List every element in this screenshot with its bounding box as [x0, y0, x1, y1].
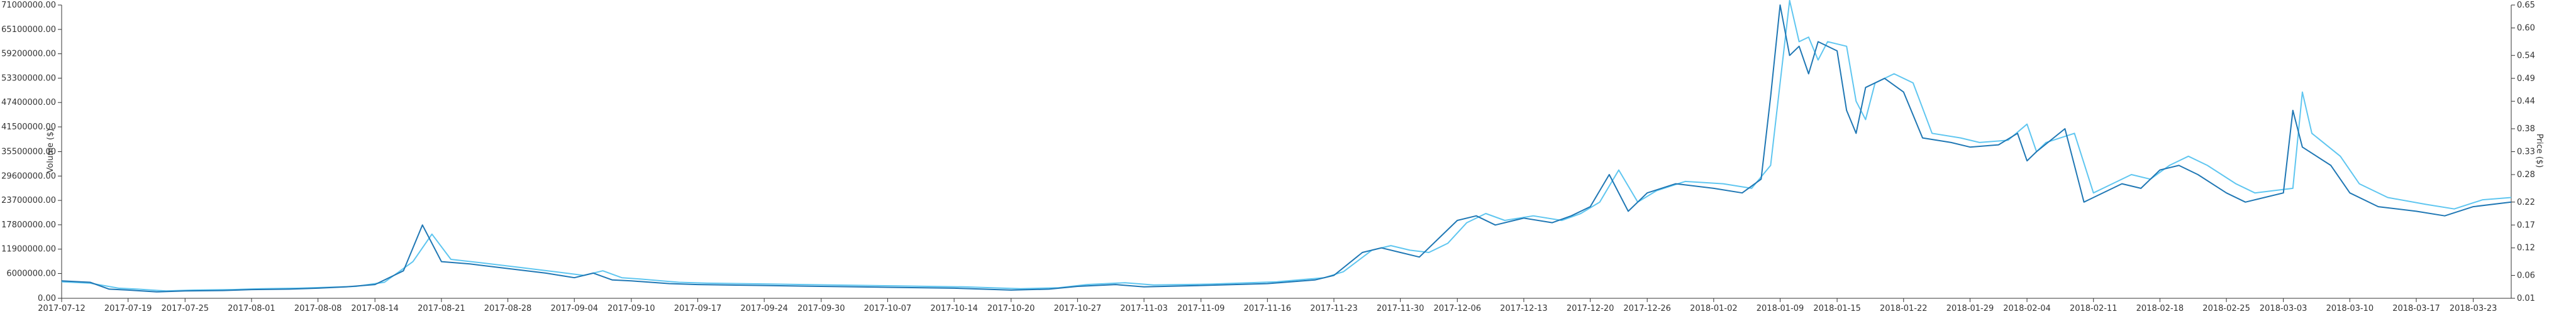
x-tick-label: 2018-03-23	[2450, 304, 2497, 313]
x-tick-label: 2018-03-03	[2260, 304, 2307, 313]
y-right-tick-label: 0.06	[2517, 271, 2535, 281]
x-tick-label: 2017-12-26	[1623, 304, 1671, 313]
x-tick-label: 2018-01-22	[1880, 304, 1928, 313]
x-tick-label: 2017-12-20	[1567, 304, 1614, 313]
x-tick-label: 2018-02-11	[2070, 304, 2118, 313]
x-tick-label: 2017-11-23	[1310, 304, 1358, 313]
x-tick-label: 2017-08-28	[484, 304, 532, 313]
y-left-tick-label: 17800000.00	[1, 220, 56, 230]
x-tick-label: 2017-11-30	[1377, 304, 1424, 313]
y-left-tick-label: 6000000.00	[6, 269, 56, 279]
y-left-tick-label: 47400000.00	[1, 98, 56, 107]
y-right-tick-label: 0.28	[2517, 170, 2535, 180]
y-left-tick-label: 65100000.00	[1, 25, 56, 35]
y-right-tick-label: 0.22	[2517, 198, 2535, 207]
x-tick-label: 2017-12-13	[1500, 304, 1548, 313]
y-left-tick-label: 0.00	[38, 294, 56, 303]
x-tick-label: 2017-08-14	[351, 304, 399, 313]
x-tick-label: 2018-02-25	[2202, 304, 2250, 313]
x-tick-label: 2017-10-27	[1054, 304, 1102, 313]
x-tick-label: 2017-09-17	[674, 304, 722, 313]
x-tick-label: 2017-11-03	[1120, 304, 1168, 313]
x-tick-label: 2017-07-25	[161, 304, 209, 313]
series-layer	[61, 0, 2512, 293]
y-right-tick-label: 0.12	[2517, 244, 2535, 253]
y-right-tick-label: 0.01	[2517, 294, 2535, 303]
y-right-tick-label: 0.44	[2517, 97, 2535, 106]
y-axis-left-label: Volume ($)	[46, 129, 55, 173]
y-right-tick-label: 0.49	[2517, 74, 2535, 84]
y-axis-left-ticks: 0.00 6000000.00 11900000.00 17800000.00 2370…	[1, 1, 62, 303]
x-tick-label: 2017-11-09	[1177, 304, 1225, 313]
y-right-tick-label: 0.17	[2517, 220, 2535, 230]
x-tick-label: 2017-11-16	[1244, 304, 1292, 313]
y-left-tick-label: 71000000.00	[1, 1, 56, 10]
volume-series-line	[61, 0, 2512, 292]
x-tick-label: 2018-03-17	[2392, 304, 2440, 313]
y-left-tick-label: 11900000.00	[1, 245, 56, 254]
x-tick-label: 2018-01-09	[1757, 304, 1804, 313]
x-tick-label: 2017-10-14	[930, 304, 978, 313]
x-tick-label: 2017-07-19	[104, 304, 152, 313]
price-series-line	[61, 4, 2512, 293]
y-left-tick-label: 59200000.00	[1, 50, 56, 59]
x-tick-label: 2017-10-07	[864, 304, 912, 313]
y-right-tick-label: 0.33	[2517, 148, 2535, 157]
y-axis-right-label: Price ($)	[2534, 134, 2544, 168]
y-left-tick-label: 29600000.00	[1, 171, 56, 181]
x-tick-label: 2018-01-02	[1690, 304, 1738, 313]
y-left-tick-label: 53300000.00	[1, 73, 56, 83]
y-right-tick-label: 0.60	[2517, 23, 2535, 33]
x-tick-label: 2018-02-04	[2003, 304, 2051, 313]
x-tick-label: 2017-08-01	[228, 304, 275, 313]
x-tick-label: 2018-01-15	[1813, 304, 1861, 313]
y-left-tick-label: 41500000.00	[1, 122, 56, 132]
x-tick-label: 2017-09-10	[608, 304, 655, 313]
y-axis-right-ticks: 0.01 0.06 0.12 0.17 0.22 0.28 0.33 0.38 0.44 0.49…	[2511, 1, 2535, 303]
y-right-tick-label: 0.65	[2517, 1, 2535, 10]
y-right-tick-label: 0.38	[2517, 124, 2535, 134]
x-tick-label: 2018-01-29	[1946, 304, 1994, 313]
x-tick-label: 2018-03-10	[2326, 304, 2374, 313]
y-left-tick-label: 35500000.00	[1, 148, 56, 157]
x-tick-label: 2017-09-24	[740, 304, 788, 313]
x-tick-label: 2017-10-20	[987, 304, 1035, 313]
x-tick-label: 2017-08-21	[418, 304, 465, 313]
x-tick-label: 2017-09-30	[797, 304, 845, 313]
x-tick-label: 2017-09-04	[550, 304, 598, 313]
x-tick-label: 2018-02-18	[2136, 304, 2184, 313]
y-right-tick-label: 0.54	[2517, 51, 2535, 60]
x-tick-label: 2017-08-08	[294, 304, 342, 313]
x-axis-ticks: 2017-07-12 2017-07-19 2017-07-25 2017-08-01…	[38, 298, 2497, 313]
x-tick-label: 2017-07-12	[38, 304, 86, 313]
y-left-tick-label: 23700000.00	[1, 196, 56, 205]
x-tick-label: 2017-12-06	[1433, 304, 1481, 313]
